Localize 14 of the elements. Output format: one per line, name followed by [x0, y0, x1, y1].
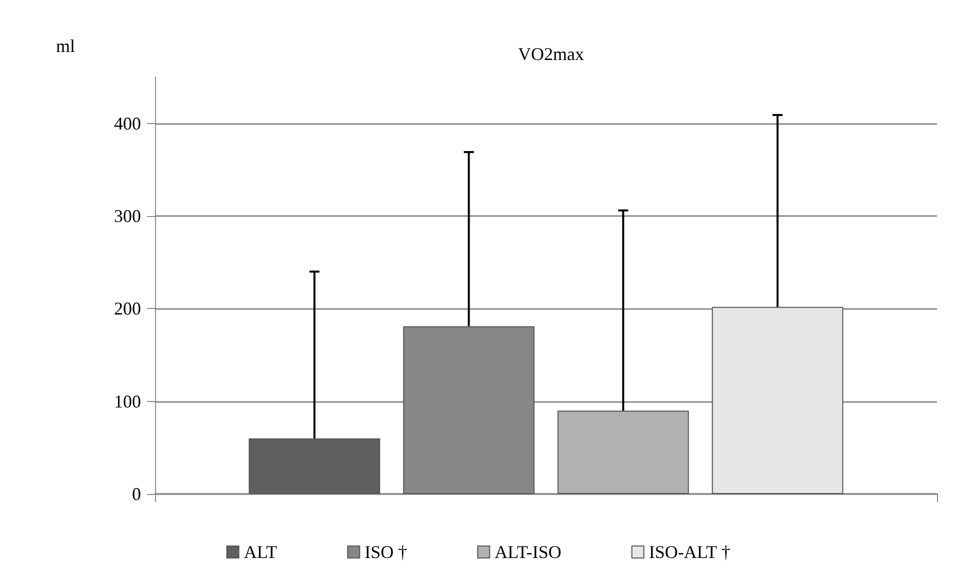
legend-label: ALT — [244, 542, 278, 562]
y-axis-title: ml — [56, 36, 75, 56]
y-tick-label: 100 — [114, 391, 141, 412]
chart-title: VO2max — [518, 44, 584, 64]
bar — [712, 306, 844, 494]
y-tick-label: 400 — [114, 113, 141, 134]
y-tick-label: 300 — [114, 206, 141, 226]
bar — [248, 438, 380, 494]
y-tick-label: 0 — [132, 484, 141, 504]
bar — [557, 410, 689, 494]
y-tick-label: 200 — [114, 298, 141, 319]
legend-label: ISO-ALT † — [648, 542, 730, 562]
legend-label: ALT-ISO — [494, 542, 562, 562]
legend-label: ISO † — [364, 542, 408, 562]
